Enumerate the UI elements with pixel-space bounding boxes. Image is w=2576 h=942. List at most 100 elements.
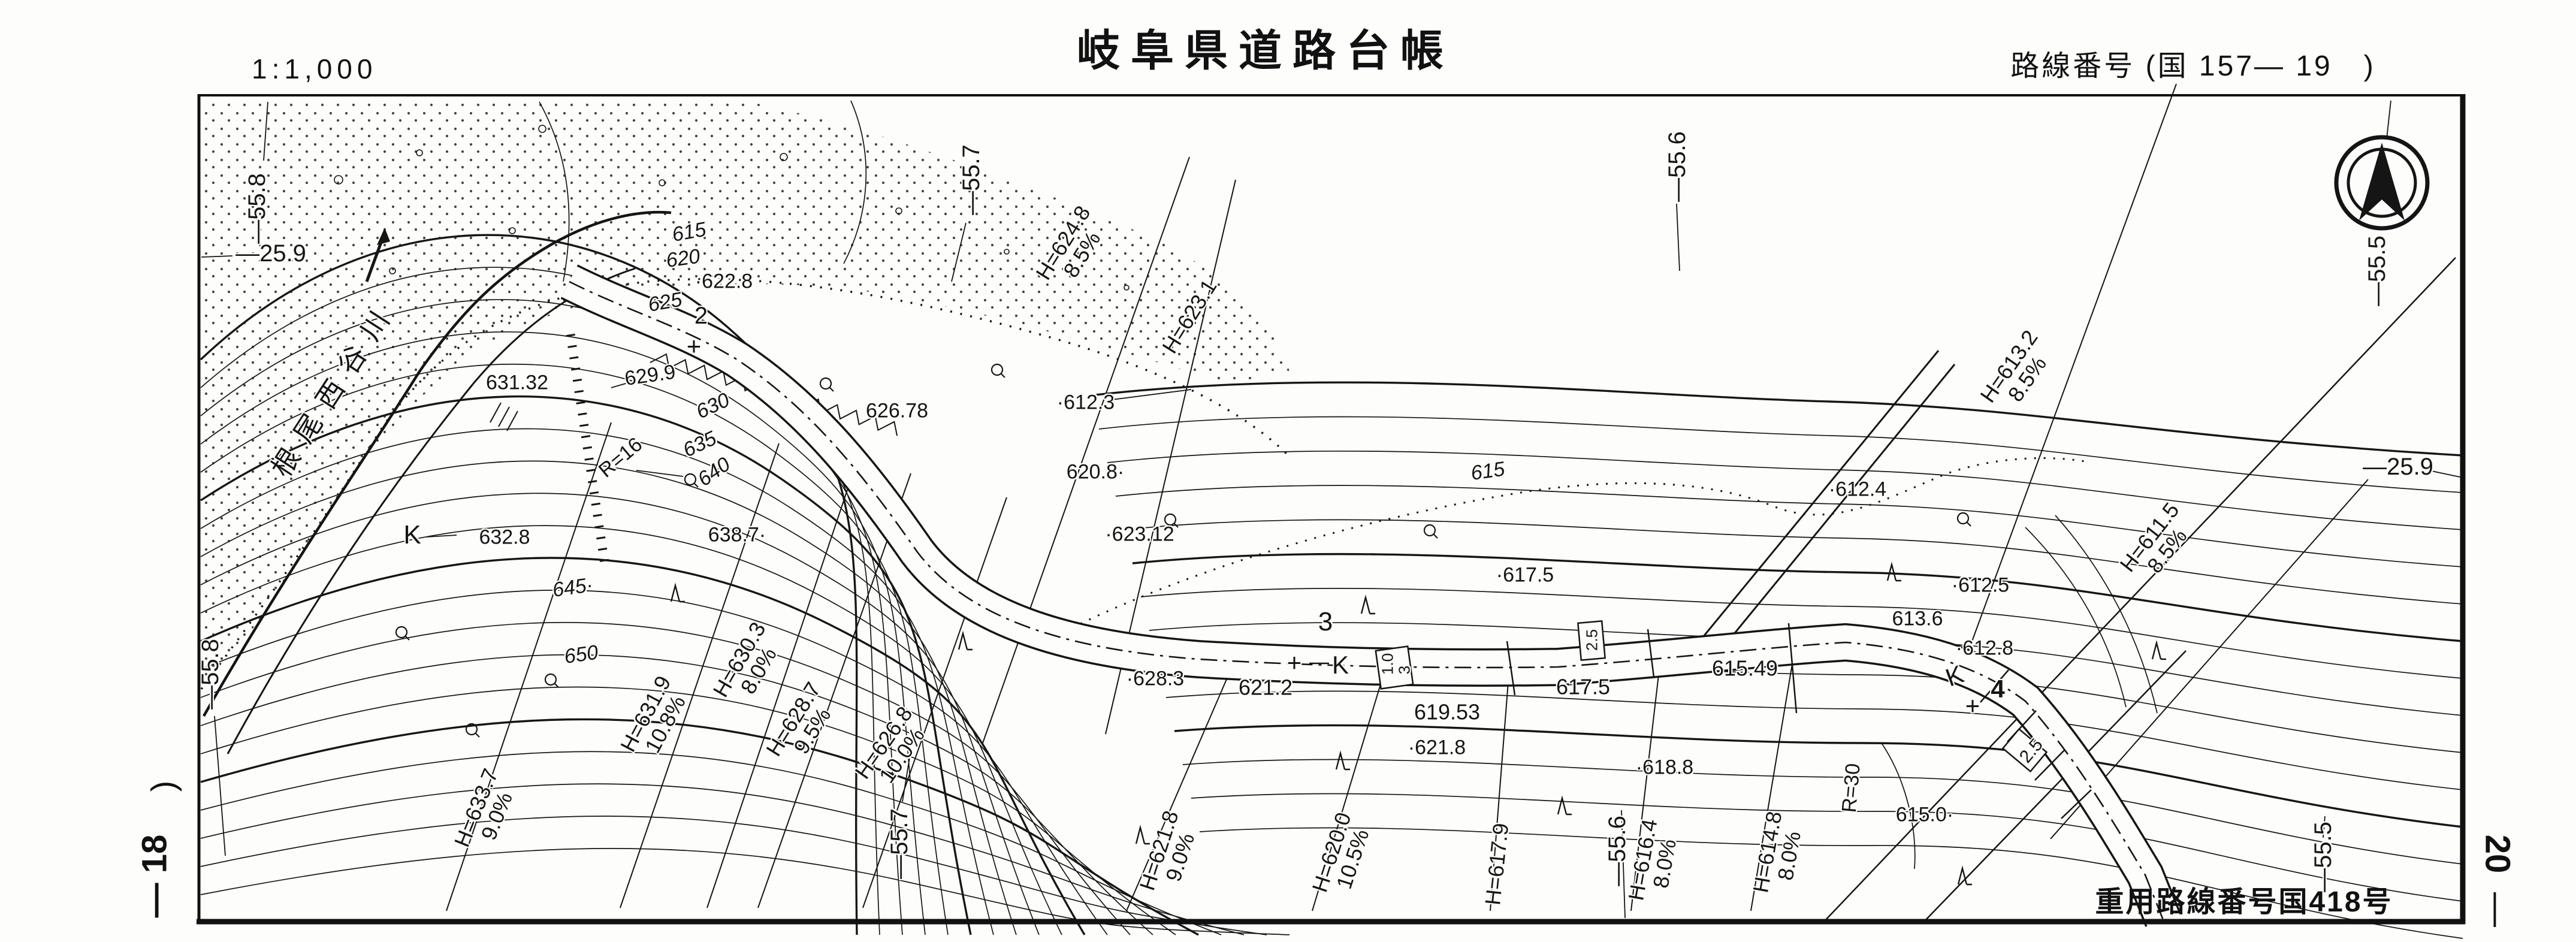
spot-height: 631.32 [486, 372, 548, 393]
station-number-text: 2 [694, 303, 708, 330]
spot-height: 626.78 [866, 400, 928, 421]
spot-height-text: 632.8 [479, 526, 530, 549]
road-centerline [569, 280, 2164, 920]
station-number: 4 [1991, 676, 2004, 702]
spot-height: 615.0· [1896, 804, 1953, 825]
spot-height-text: ·612.5 [1951, 573, 2010, 597]
grid-label-text: —25.9 [2363, 454, 2433, 481]
spot-height: ·617.5 [1496, 564, 1554, 585]
grid-label: —55.8 [244, 173, 271, 244]
station-label: K [403, 521, 421, 549]
road-ticks [1309, 623, 2092, 819]
road-elevation-text: 619.53 [1414, 699, 1481, 724]
contour-label: 620 [665, 244, 702, 273]
station-tick: + [1965, 693, 1980, 719]
contour-label-text: 650 [563, 641, 600, 669]
map-frame [197, 94, 2466, 925]
spot-height-text: ·621.8 [1408, 736, 1466, 759]
spot-height-text: ·618.8 [1635, 756, 1694, 779]
grid-label: —55.5 [2310, 822, 2337, 892]
curve-radius-label-text: R=30 [1837, 762, 1865, 814]
grid-label-text: —55.7 [886, 808, 913, 879]
grid-label-text: —25.9 [235, 240, 306, 267]
spot-height: ·623.12 [1105, 524, 1174, 545]
station-number: 3 [1318, 608, 1333, 636]
culvert-label-text: 3 [1395, 665, 1414, 675]
revetment-steps [566, 333, 610, 568]
contour-label-text: 615 [1469, 457, 1506, 485]
station-number-text: 4 [1991, 675, 2005, 704]
overlap-route-label: 重用路線番号国418号 [2095, 886, 2393, 918]
culvert-label-text: 2.5 [1583, 629, 1601, 651]
road [560, 264, 2181, 927]
river-gravel-stipple [201, 100, 1289, 689]
station-tick: + [687, 333, 702, 360]
station-label-text: K [403, 520, 421, 550]
spot-height-text: 615.0· [1895, 803, 1954, 826]
spot-height: ·622.8 [695, 271, 753, 292]
grid-label-text: —55.8 [244, 173, 271, 244]
map-scale: 1:1,000 [252, 53, 378, 84]
grid-label-text: —55.7 [958, 144, 985, 215]
flow-arrow-icon [365, 228, 390, 282]
spot-height: 613.6 [1892, 608, 1943, 629]
station-tick-text: + [1965, 692, 1980, 720]
page-title: 岐阜県道路台帳 [1076, 27, 1455, 76]
spot-height-text: 613.6 [1892, 607, 1943, 630]
grid-label: —25.9 [235, 241, 306, 267]
spot-height-text: ·612.3 [1056, 391, 1115, 414]
grid-label-text: —55.6 [1604, 816, 1631, 886]
spot-height-text: 631.32 [486, 371, 548, 394]
grid-label: —55.6 [1664, 131, 1691, 202]
station-number: 2 [694, 303, 708, 330]
grid-label-text: —55.8 [197, 639, 224, 709]
road-elevation-text: 615.49 [1711, 656, 1778, 681]
grid-label: —55.6 [1604, 816, 1631, 886]
grid-label-text: —55.5 [2310, 822, 2337, 892]
sheet-ref-right-dash: — [2478, 892, 2517, 927]
grid-label: —55.7 [886, 808, 913, 879]
spot-height: 620.8· [1067, 461, 1124, 482]
road-elevation: 621.2 [1239, 676, 1292, 698]
culvert-label: 1.0 [1378, 653, 1397, 675]
spot-height: 632.8 [479, 527, 530, 548]
spot-height-text: ·628.3 [1126, 667, 1185, 690]
station-tick-text: + [686, 332, 702, 361]
spot-height-text: 638.7· [708, 523, 766, 547]
spot-height: ·612.4 [1829, 479, 1886, 500]
spot-height: ·612.8 [1956, 638, 2013, 659]
sheet-ref-left-paren: ) [144, 780, 182, 792]
sheet-ref-right: 20 [2478, 834, 2517, 874]
section-lines [446, 83, 2369, 911]
culvert-label: 3 [1395, 665, 1414, 675]
spot-height: ·618.8 [1636, 757, 1693, 778]
side-road [1699, 257, 2456, 923]
grid-label: —25.9 [2363, 454, 2433, 481]
road-elevation-text: 617.5 [1556, 674, 1611, 699]
grid-label: —55.7 [958, 144, 985, 215]
sheet-ref-left: — 18 [135, 834, 174, 918]
north-arrow-icon [2334, 135, 2430, 231]
road-elevation: 615.49 [1712, 657, 1778, 679]
contour-label-text: 620 [665, 244, 702, 273]
spot-height-text: 626.78 [866, 399, 928, 422]
station-tick-text: + [1287, 648, 1302, 677]
route-number: 路線番号 (国 157— 19 ) [2010, 50, 2376, 82]
spot-height-text: ·617.5 [1496, 563, 1554, 587]
grid-label: —55.5 [2364, 236, 2391, 306]
culvert-label: 2.5 [1583, 629, 1601, 651]
road-elevation-text: 621.2 [1238, 675, 1293, 700]
grid-label-text: —55.5 [2364, 236, 2391, 306]
road-elevation: 619.53 [1414, 701, 1480, 723]
grid-label-text: —55.6 [1664, 131, 1691, 202]
spot-height: ·621.8 [1408, 737, 1466, 758]
contour-label: 615 [1469, 457, 1506, 485]
spot-height-text: 620.8· [1066, 460, 1125, 484]
curve-radius-label: R=30 [1837, 762, 1865, 814]
station-label-text: K [1331, 651, 1349, 680]
spot-height-text: ·623.12 [1105, 523, 1174, 546]
culvert-label-text: 1.0 [1378, 653, 1397, 675]
spot-height-text: ·622.8 [694, 270, 753, 293]
